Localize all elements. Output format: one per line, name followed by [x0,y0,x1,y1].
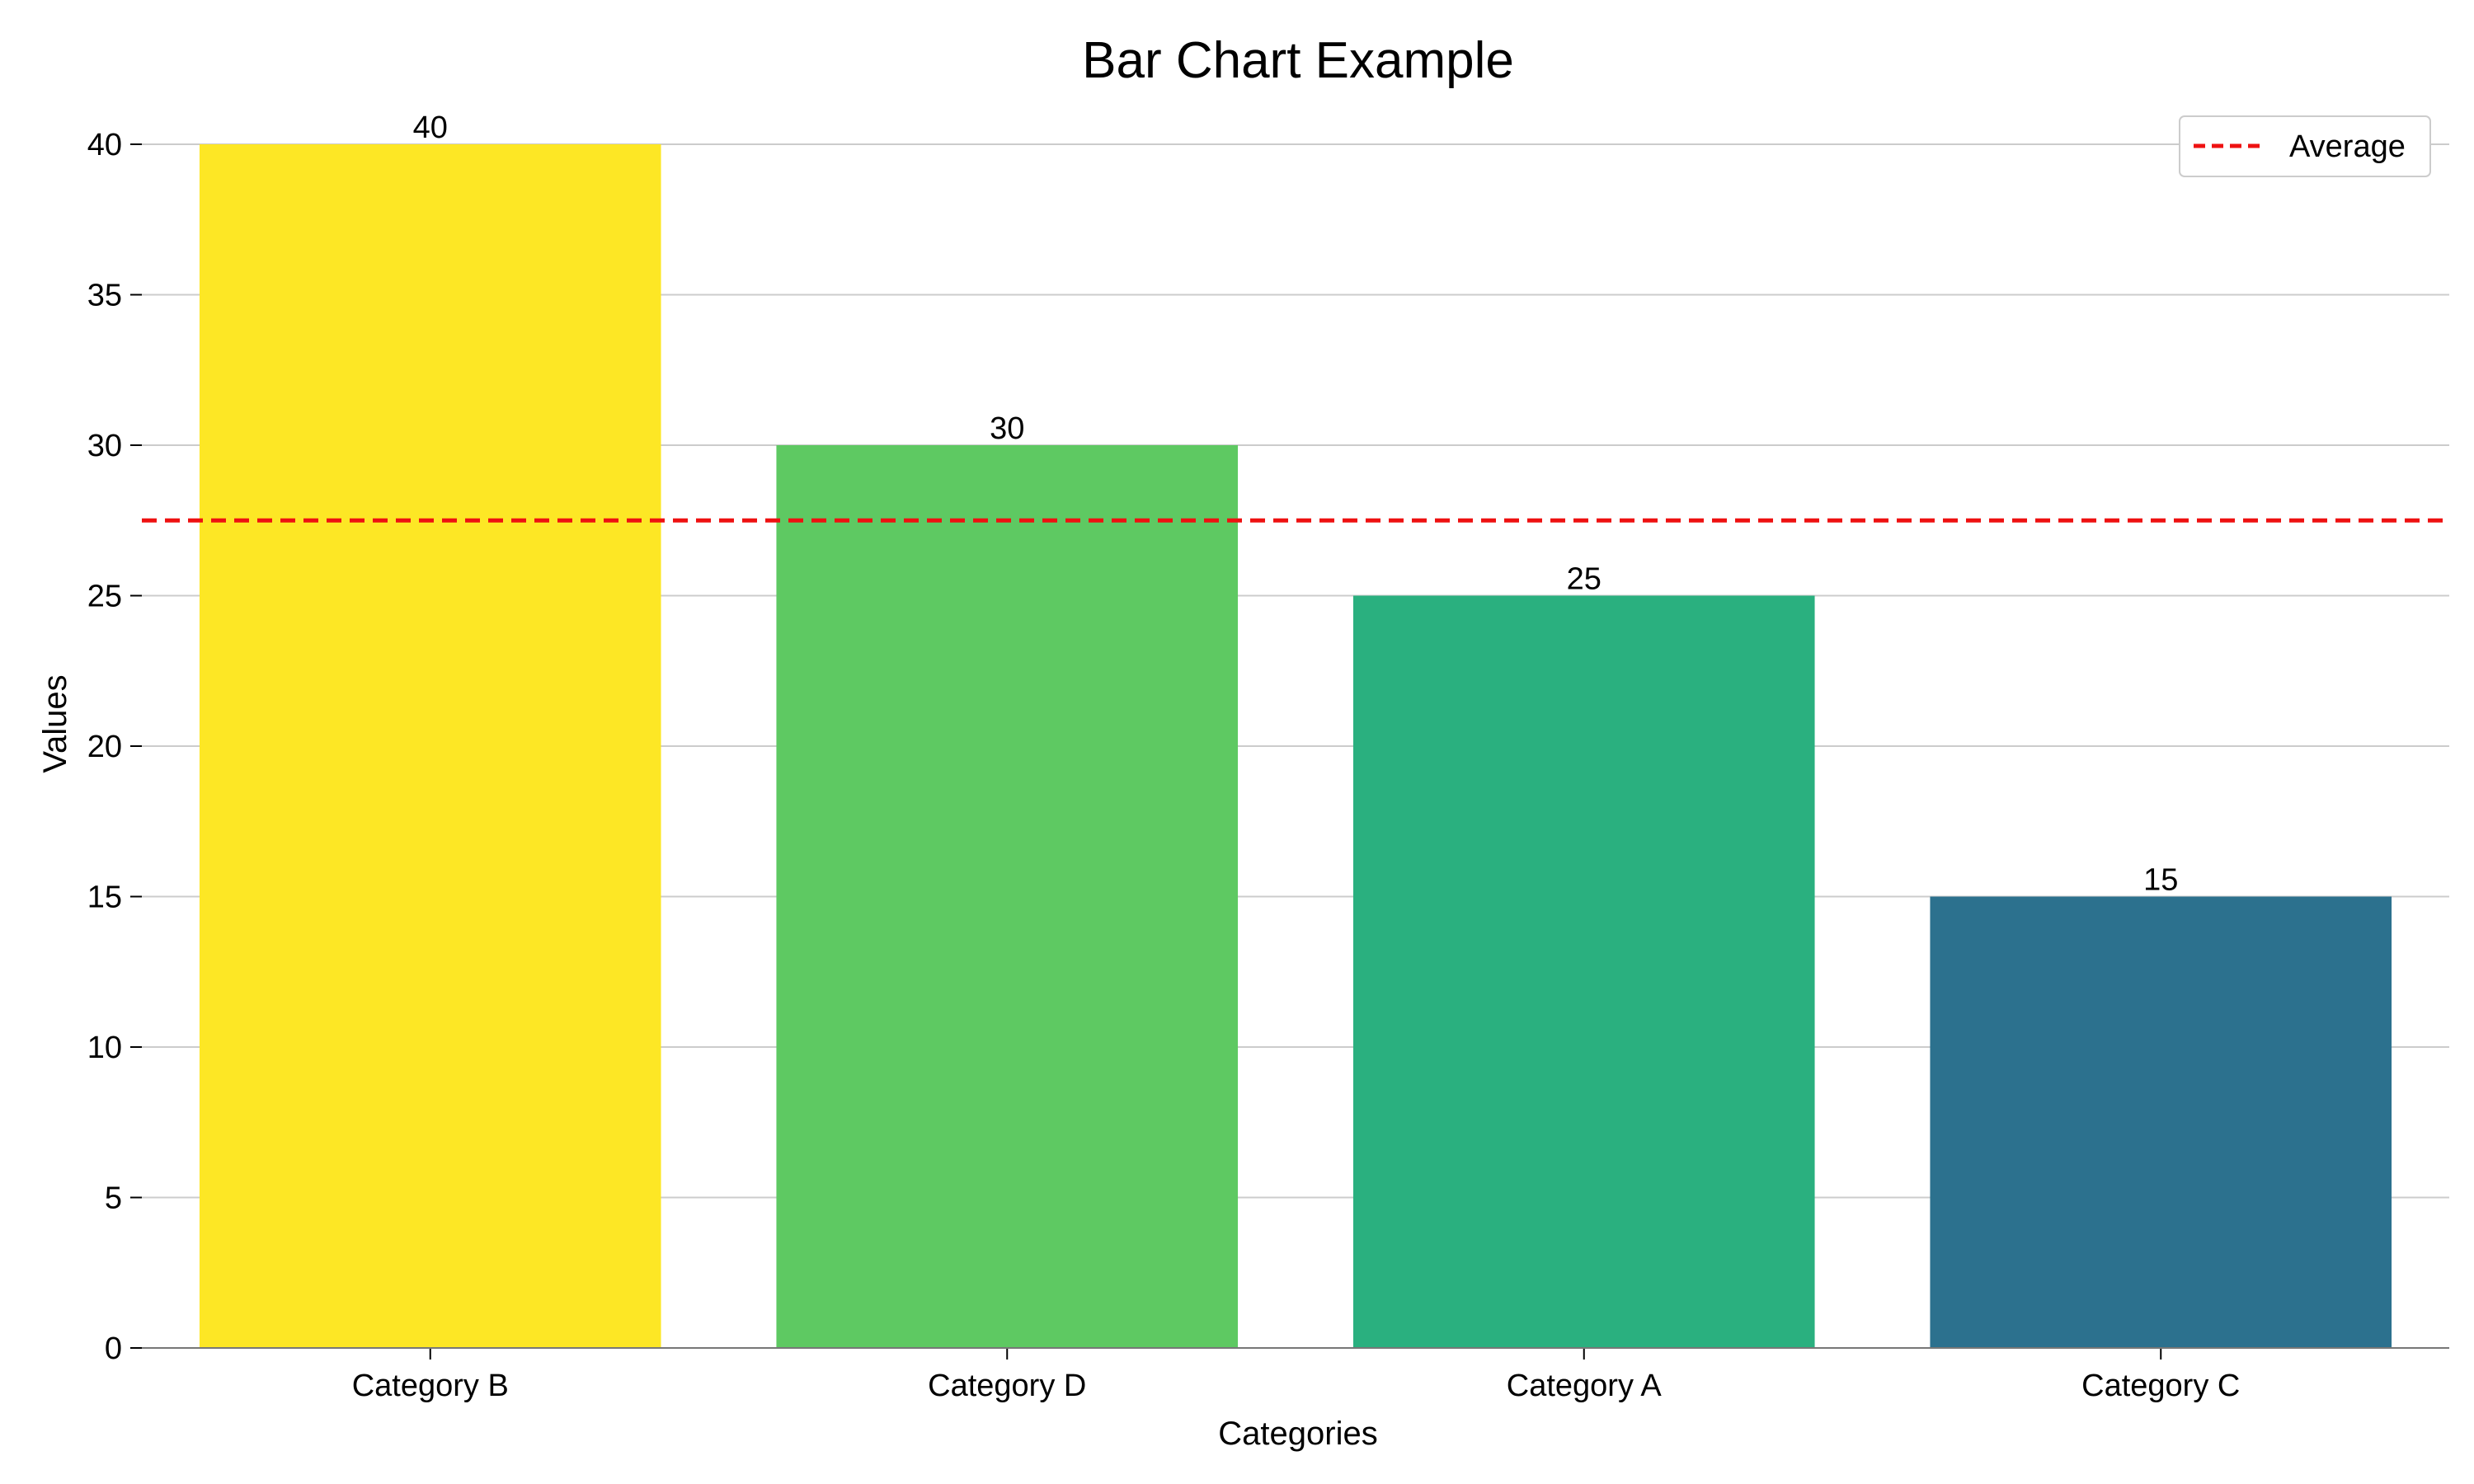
x-tick-label: Category B [352,1369,509,1403]
y-tick-label: 5 [105,1181,122,1216]
bar-value-label: 30 [990,411,1024,446]
legend: Average [2179,115,2431,177]
bar [776,445,1239,1348]
legend-box [2179,115,2431,177]
bar-value-label: 40 [413,110,448,145]
y-tick-label: 35 [87,279,122,313]
x-tick-label: Category C [2081,1369,2240,1403]
bar [199,144,661,1348]
axes: 0 5 10 15 20 25 30 35 40 Category B Category D Cate… [87,128,2449,1403]
bars [199,144,2392,1348]
y-tick-label: 30 [87,429,122,463]
bar-value-label: 15 [2143,863,2178,898]
y-tick-label: 25 [87,580,122,614]
data-labels: 40 30 25 15 [413,110,2179,898]
bar [1930,896,2392,1348]
bar [1352,595,1815,1348]
y-tick-label: 0 [105,1331,122,1366]
y-tick-label: 10 [87,1031,122,1065]
legend-average-label: Average [2289,129,2406,164]
y-tick-label: 20 [87,730,122,764]
y-tick-label: 40 [87,128,122,162]
y-axis-title: Values [37,674,73,773]
chart-title: Bar Chart Example [1082,32,1514,89]
x-axis-title: Categories [1218,1416,1377,1452]
y-tick-label: 15 [87,881,122,915]
bar-value-label: 25 [1567,562,1602,597]
x-tick-label: Category D [928,1369,1086,1403]
x-tick-label: Category A [1507,1369,1663,1403]
